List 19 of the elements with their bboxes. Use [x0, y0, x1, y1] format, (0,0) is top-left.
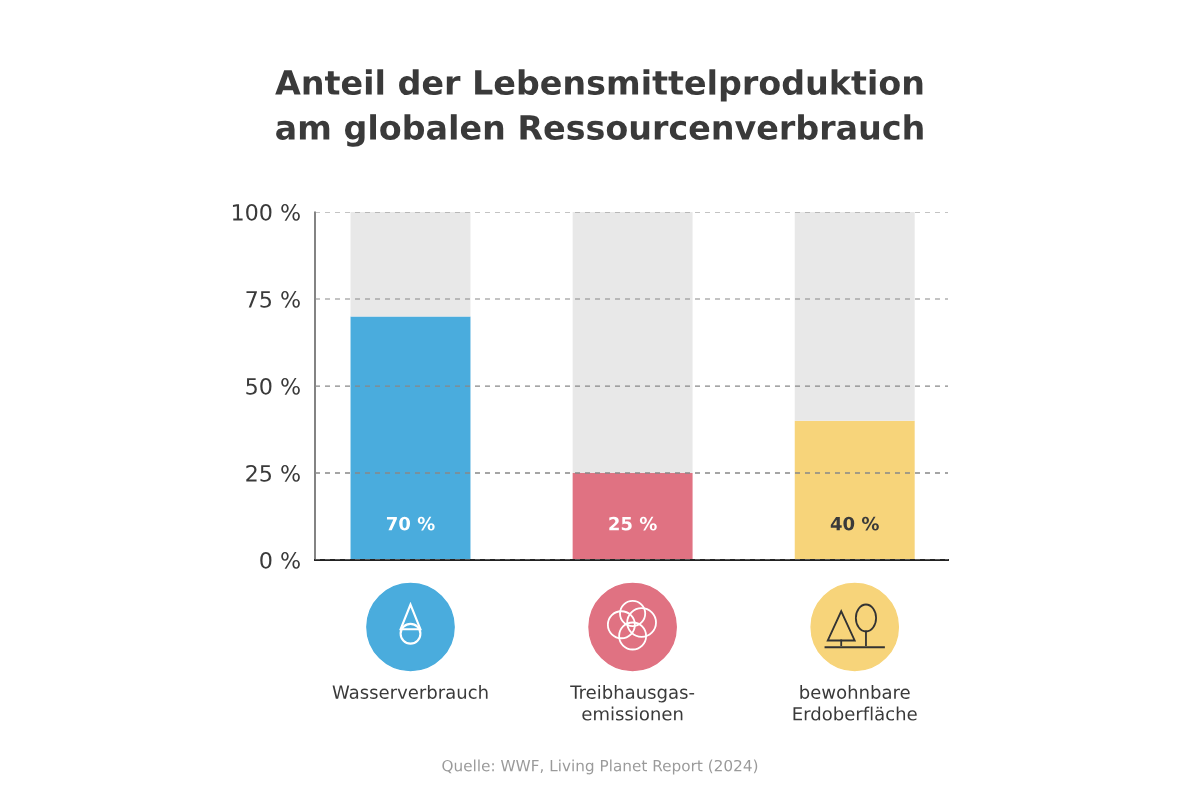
y-tick-label: 50 % [246, 377, 300, 395]
data-label: 40 % [830, 516, 879, 531]
y-tick-label: 25 % [246, 464, 300, 482]
x-tick-label: Wasserverbrauch [332, 685, 488, 699]
bar [350, 212, 471, 317]
y-tick-label: 100 % [232, 203, 300, 221]
bar [794, 212, 915, 421]
x-tick-label: bewohnbare Erdoberfläche [793, 685, 917, 721]
bar [572, 473, 693, 560]
bar [350, 316, 471, 560]
source-note: Quelle: WWF, Living Planet Report (2024) [442, 759, 758, 775]
bar [794, 420, 915, 560]
data-label: 25 % [609, 516, 657, 531]
y-tick-label: 0 % [260, 551, 300, 569]
chart-title: Anteil der Lebensmittelproduktion am globalen Ressourcenverbrauch [275, 69, 923, 147]
y-tick-label: 75 % [246, 290, 300, 308]
bar [572, 212, 693, 473]
x-tick-label: Treibhausgas- emissionen [570, 685, 695, 721]
data-label: 70 % [386, 516, 435, 531]
